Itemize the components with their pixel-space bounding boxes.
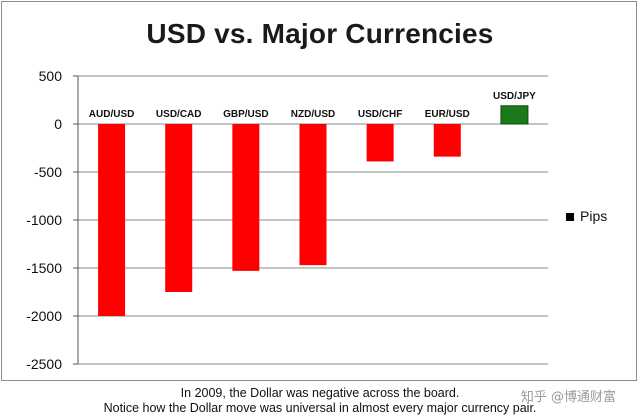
y-tick-label: 0: [54, 116, 62, 132]
watermark: 知乎 @博通财富: [520, 390, 616, 405]
bar-usd-cad: [165, 124, 193, 292]
caption-line-1: In 2009, the Dollar was negative across …: [180, 386, 460, 400]
category-label: GBP/USD: [223, 109, 269, 120]
category-label: USD/JPY: [493, 91, 536, 102]
legend-label: Pips: [580, 208, 607, 224]
y-tick-label: -1000: [26, 212, 62, 228]
bar-nzd-usd: [299, 124, 327, 266]
y-tick-label: -2000: [26, 308, 62, 324]
category-label: NZD/USD: [291, 109, 335, 120]
y-tick-label: -2500: [26, 356, 62, 372]
bar-gbp-usd: [232, 124, 260, 271]
legend-swatch: [566, 213, 574, 221]
y-tick-label: -1500: [26, 260, 62, 276]
y-tick-label: 500: [39, 68, 63, 84]
chart-title: USD vs. Major Currencies: [146, 18, 494, 49]
bar-aud-usd: [98, 124, 126, 316]
category-label: USD/CAD: [156, 109, 202, 120]
bar-usd-jpy: [500, 105, 529, 125]
category-label: EUR/USD: [425, 109, 470, 120]
category-label: USD/CHF: [358, 109, 402, 120]
bar-usd-chf: [366, 124, 394, 162]
bar-chart: 500 0 -500 -1000 -1500 -2000 -2500 AUD/USD USD/C…: [26, 68, 607, 372]
y-tick-label: -500: [34, 164, 62, 180]
caption-line-2: Notice how the Dollar move was universal…: [103, 401, 537, 415]
bar-eur-usd: [433, 124, 461, 157]
chart-caption: In 2009, the Dollar was negative across …: [0, 386, 640, 416]
category-label: AUD/USD: [89, 109, 135, 120]
